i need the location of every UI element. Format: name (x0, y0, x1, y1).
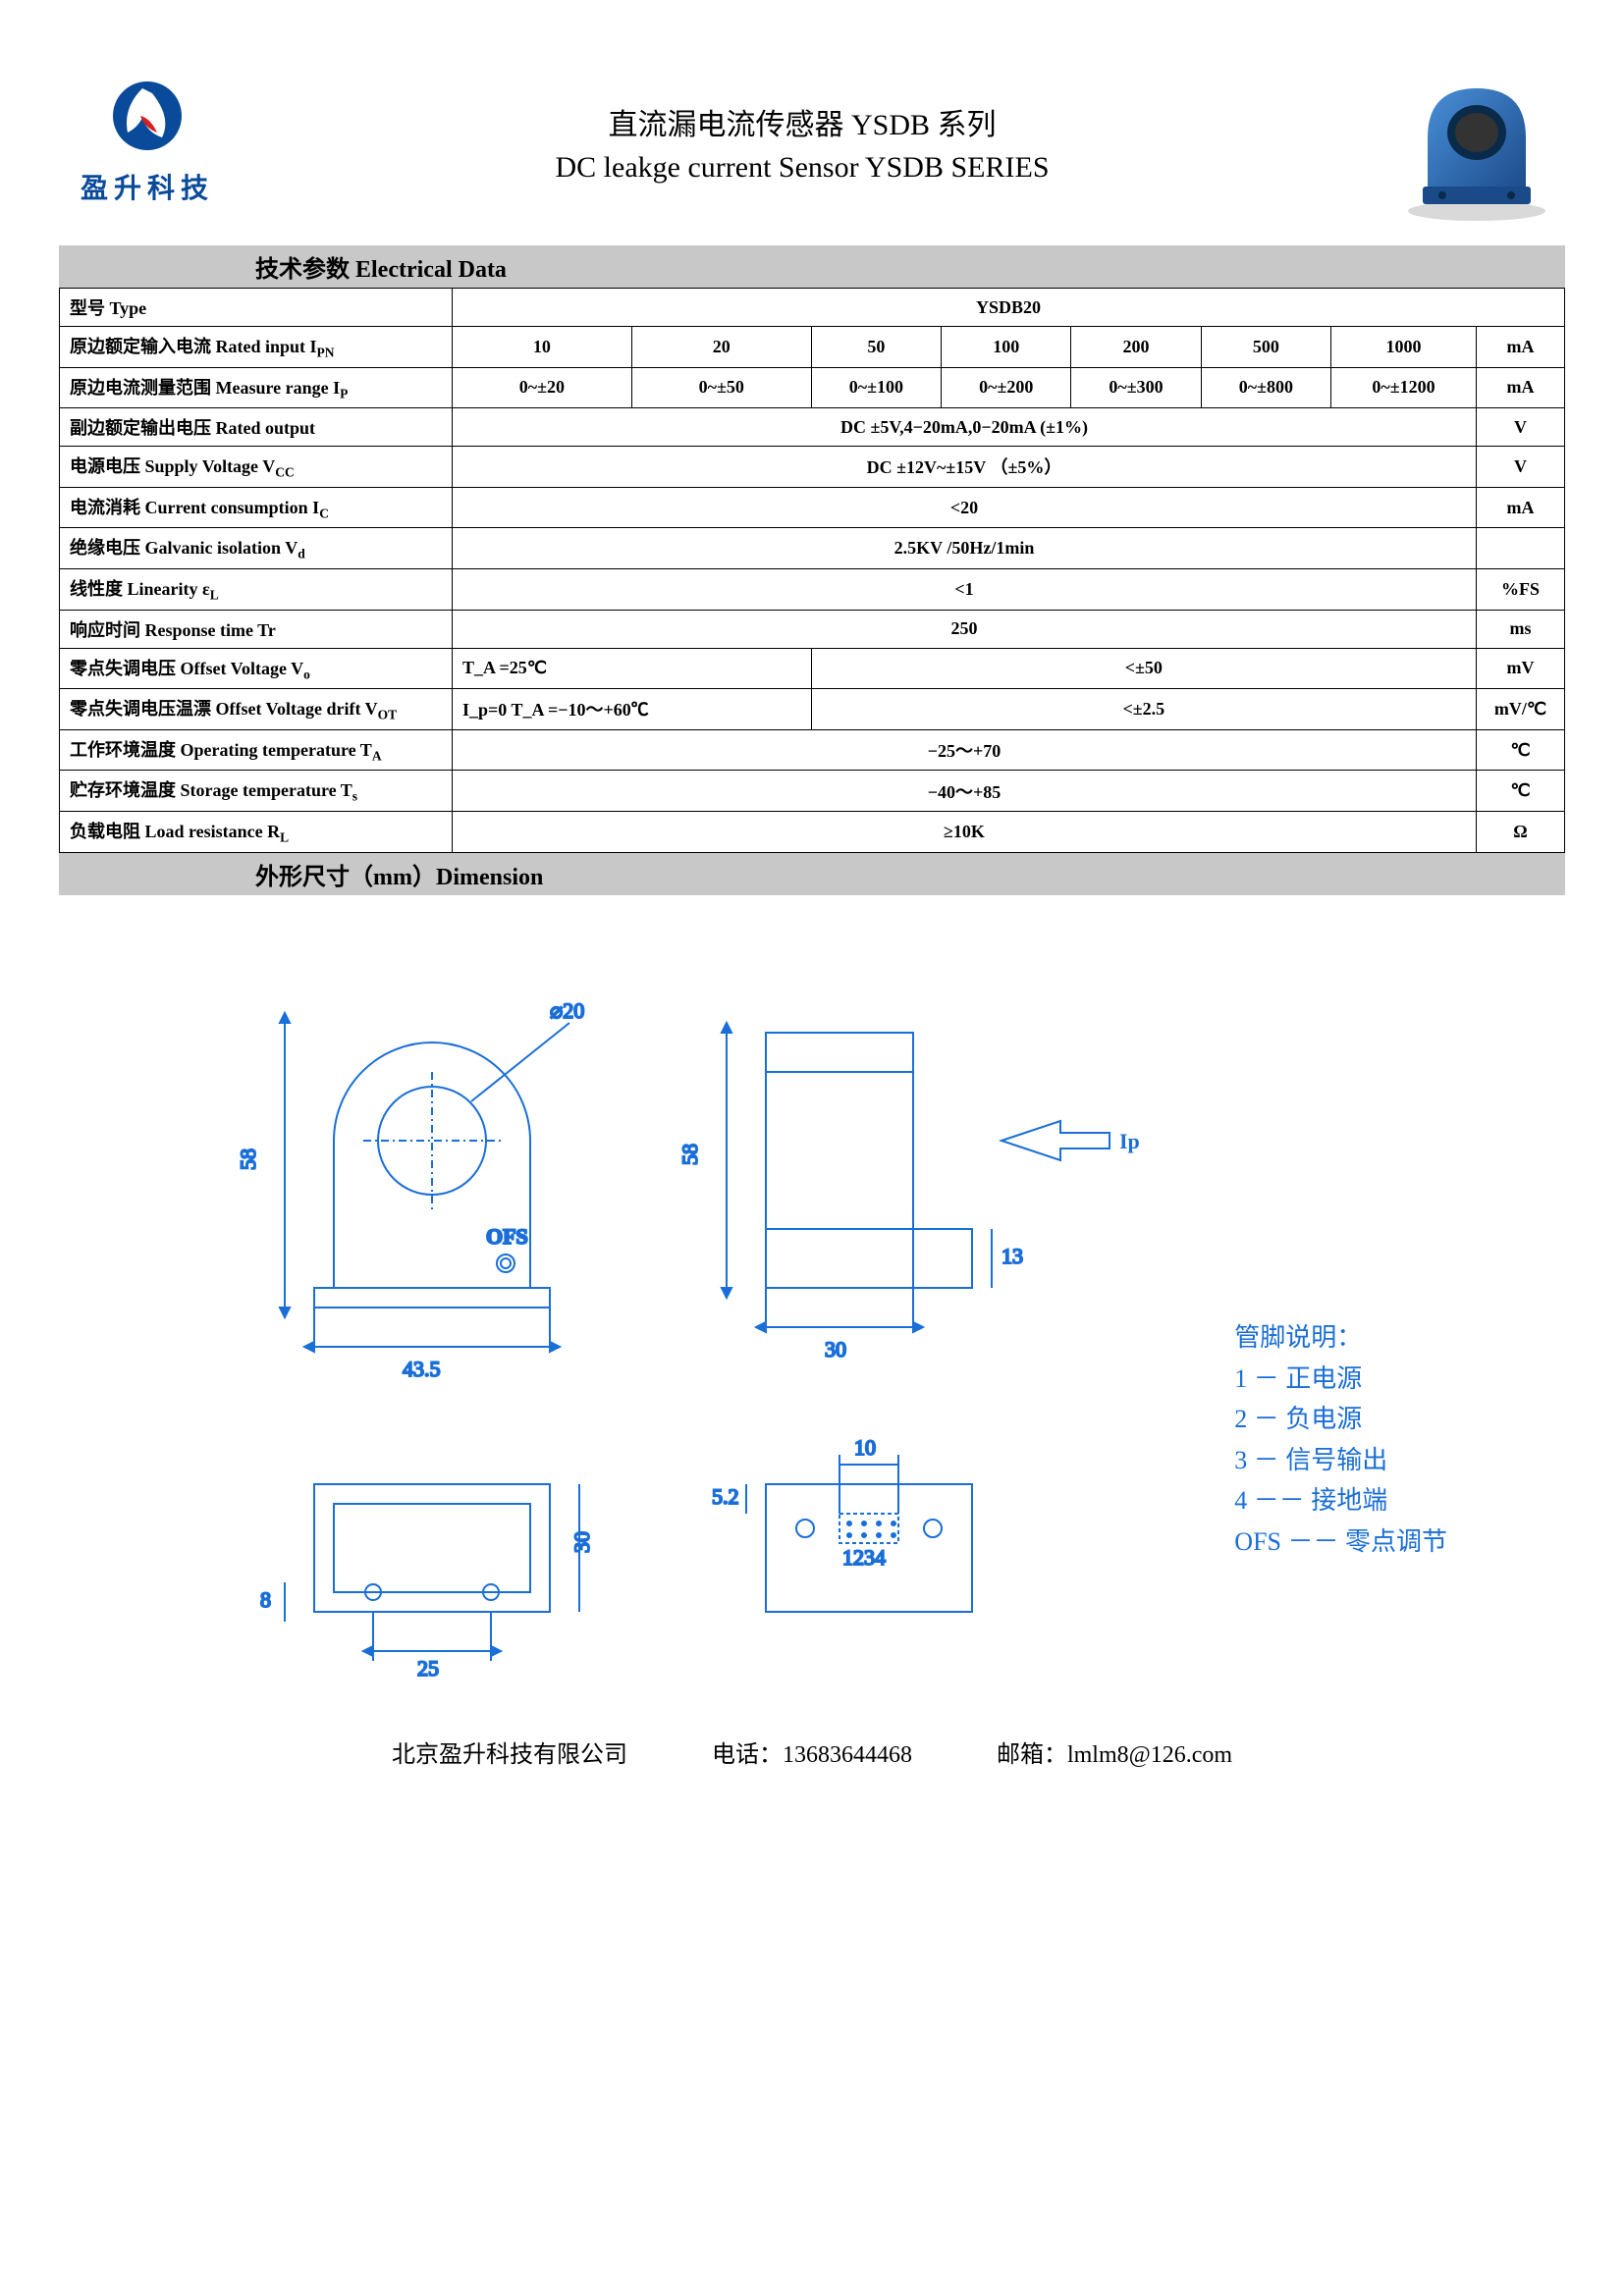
svg-text:1234: 1234 (842, 1545, 886, 1570)
title-en: DC leakge current Sensor YSDB SERIES (275, 151, 1329, 185)
header: 盈升科技 直流漏电流传感器 YSDB 系列 DC leakge current … (59, 59, 1565, 226)
pin-item: 3 － 信号输出 (1234, 1440, 1447, 1481)
type-value: YSDB20 (453, 289, 1565, 327)
svg-text:30: 30 (569, 1531, 594, 1553)
svg-text:30: 30 (825, 1337, 846, 1362)
svg-text:13: 13 (1001, 1244, 1023, 1268)
logo-block: 盈升科技 (59, 79, 236, 206)
footer-tel: 电话：13683644468 (712, 1742, 912, 1768)
svg-text:Ip: Ip (1119, 1129, 1140, 1153)
logo-text: 盈升科技 (81, 167, 214, 206)
footer-email: 邮箱：lmlm8@126.com (997, 1742, 1232, 1768)
svg-text:58: 58 (677, 1144, 702, 1165)
title-block: 直流漏电流传感器 YSDB 系列 DC leakge current Senso… (275, 100, 1329, 185)
pin-item: 1 － 正电源 (1234, 1359, 1447, 1400)
svg-text:8: 8 (260, 1587, 271, 1612)
title-cn: 直流漏电流传感器 YSDB 系列 (275, 100, 1329, 143)
pin-item: 4 －－ 接地端 (1234, 1480, 1447, 1522)
svg-text:10: 10 (854, 1435, 876, 1460)
row-rated-input: 原边额定输入电流 Rated input IPN 10 20 50 100 20… (60, 327, 1565, 368)
row-measure-range: 原边电流测量范围 Measure range IP 0~±20 0~±50 0~… (60, 367, 1565, 408)
footer-company: 北京盈升科技有限公司 (392, 1742, 627, 1768)
section-dimension: 外形尺寸（mm）Dimension (59, 853, 1565, 895)
pin-item: OFS －－ 零点调节 (1234, 1522, 1447, 1563)
pin-legend-title: 管脚说明： (1234, 1317, 1447, 1359)
pin-item: 2 － 负电源 (1234, 1399, 1447, 1440)
section-electrical: 技术参数 Electrical Data (59, 245, 1565, 288)
svg-text:43.5: 43.5 (403, 1357, 441, 1381)
svg-text:⌀20: ⌀20 (550, 998, 584, 1023)
type-label: 型号 Type (60, 289, 453, 327)
svg-text:25: 25 (417, 1656, 439, 1681)
dimension-diagrams: ⌀20 OFS 58 43.5 (59, 895, 1565, 1779)
footer: 北京盈升科技有限公司 电话：13683644468 邮箱：lmlm8@126.c… (0, 1735, 1624, 1769)
svg-text:58: 58 (236, 1148, 260, 1170)
pin-legend: 管脚说明： 1 － 正电源 2 － 负电源 3 － 信号输出 4 －－ 接地端 … (1234, 1317, 1447, 1563)
product-image (1369, 59, 1565, 226)
spec-table: 型号 Type YSDB20 原边额定输入电流 Rated input IPN … (59, 288, 1565, 853)
svg-text:5.2: 5.2 (712, 1484, 739, 1509)
svg-text:OFS: OFS (486, 1224, 528, 1249)
logo-icon (93, 79, 201, 167)
